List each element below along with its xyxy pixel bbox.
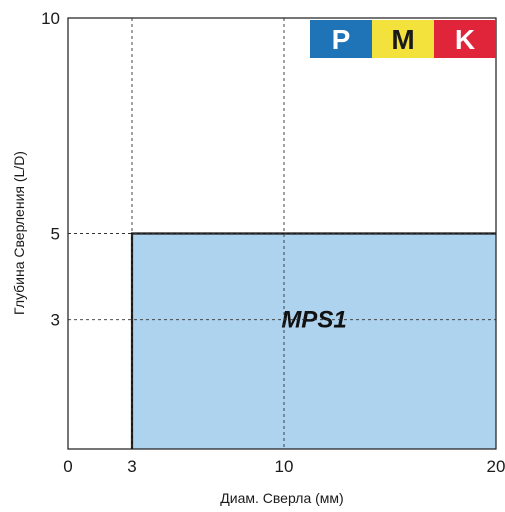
y-tick-label: 10 [41,9,60,28]
tick-labels: 0 3 10 20 3 5 10 [41,9,505,476]
badge-p [310,20,372,58]
plot-frame [67,17,497,450]
y-axis-label: Глубина Сверления (L/D) [11,151,27,315]
badge-letter: K [455,24,475,55]
badge-letter: M [391,24,414,55]
region-mps1 [132,233,496,449]
badge-m [372,20,434,58]
grid-layer [68,18,496,449]
badge-letter: P [332,24,351,55]
badge-k [434,20,496,58]
x-tick-label: 10 [275,457,294,476]
region-layer: MPS1 [130,232,496,449]
x-tick-label: 20 [487,457,505,476]
y-tick-label: 5 [51,225,60,244]
y-tick-label: 3 [51,311,60,330]
x-axis-label: Диам. Сверла (мм) [220,490,343,506]
x-tick-label: 0 [63,457,72,476]
x-tick-label: 3 [127,457,136,476]
region-label: MPS1 [281,307,346,334]
